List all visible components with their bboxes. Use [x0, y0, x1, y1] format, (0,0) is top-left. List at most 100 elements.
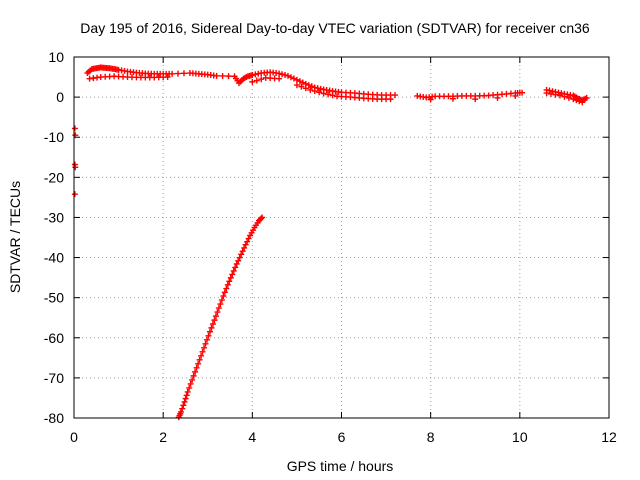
x-axis-label: GPS time / hours — [287, 458, 394, 474]
data-point — [257, 216, 264, 223]
data-point — [236, 254, 243, 261]
y-tick-label: -20 — [44, 169, 64, 185]
data-point — [226, 278, 233, 285]
data-point — [308, 83, 315, 90]
data-point — [204, 336, 211, 343]
x-tick-label: 2 — [159, 429, 167, 445]
data-point — [305, 82, 312, 89]
data-point — [212, 313, 219, 320]
x-tick-label: 4 — [248, 429, 256, 445]
data-point — [387, 96, 394, 103]
data-point — [220, 293, 227, 300]
data-point — [392, 92, 398, 99]
data-point — [519, 89, 526, 96]
data-point — [512, 92, 519, 99]
data-point — [218, 297, 225, 304]
y-tick-label: -50 — [44, 290, 64, 306]
data-point — [164, 74, 171, 81]
data-point — [182, 395, 189, 402]
data-point — [215, 305, 222, 312]
data-point — [187, 380, 194, 387]
data-point — [209, 321, 216, 328]
data-point — [205, 332, 212, 339]
data-point — [249, 78, 256, 85]
data-point — [290, 75, 297, 82]
data-point — [219, 72, 226, 79]
data-point — [179, 405, 186, 412]
y-tick-label: -60 — [44, 330, 64, 346]
data-point — [213, 72, 220, 79]
data-point — [296, 78, 303, 85]
data-point — [293, 76, 300, 83]
data-point — [190, 372, 197, 379]
data-point — [298, 83, 305, 90]
data-point — [244, 238, 251, 245]
data-point — [72, 164, 79, 171]
data-point — [583, 94, 590, 101]
y-tick-label: -70 — [44, 370, 64, 386]
data-point — [202, 340, 209, 347]
data-point — [242, 241, 249, 248]
data-point — [552, 91, 559, 98]
data-point — [175, 70, 182, 77]
data-point — [548, 90, 555, 97]
data-point — [223, 285, 230, 292]
data-point — [565, 94, 572, 101]
data-point — [227, 274, 234, 281]
data-point — [320, 90, 327, 97]
data-point — [282, 72, 289, 79]
y-tick-label: -40 — [44, 250, 64, 266]
data-point — [325, 91, 332, 98]
y-tick-label: 10 — [48, 49, 64, 65]
data-point — [302, 85, 309, 92]
data-point — [239, 248, 246, 255]
data-point — [71, 191, 78, 198]
x-tick-label: 0 — [70, 429, 78, 445]
data-point — [229, 271, 236, 278]
data-point — [472, 96, 479, 103]
data-point — [232, 264, 239, 271]
data-point — [169, 70, 176, 77]
y-tick-label: 0 — [56, 89, 64, 105]
data-point — [217, 301, 224, 308]
data-point — [233, 260, 240, 267]
data-point — [186, 384, 193, 391]
data-point — [316, 89, 323, 96]
data-point — [183, 392, 190, 399]
data-point — [181, 398, 188, 405]
data-point — [180, 70, 187, 77]
data-point — [238, 251, 245, 258]
y-axis-label: SDTVAR / TECUs — [7, 181, 23, 293]
data-point — [193, 364, 200, 371]
data-point — [258, 76, 265, 83]
data-point — [211, 317, 218, 324]
data-point — [214, 309, 221, 316]
data-point — [311, 88, 318, 95]
data-point — [221, 289, 228, 296]
data-point — [72, 132, 79, 139]
data-point — [175, 414, 182, 421]
data-point — [543, 90, 550, 97]
data-point — [449, 95, 456, 102]
data-point — [494, 94, 501, 101]
data-point — [241, 244, 248, 251]
data-point — [247, 232, 254, 239]
data-point — [230, 267, 237, 274]
data-point — [206, 328, 213, 335]
data-point — [556, 92, 563, 99]
data-point — [293, 82, 300, 89]
plot-frame — [73, 56, 610, 419]
data-point — [201, 344, 208, 351]
data-point — [208, 324, 215, 331]
data-point — [287, 74, 294, 81]
data-point — [427, 96, 434, 103]
data-point — [276, 70, 283, 77]
x-tick-label: 10 — [512, 429, 528, 445]
data-point — [192, 368, 199, 375]
data-point — [245, 235, 252, 242]
data-point — [180, 402, 187, 409]
data-point — [196, 356, 203, 363]
data-point — [184, 388, 191, 395]
y-tick-label: -30 — [44, 209, 64, 225]
